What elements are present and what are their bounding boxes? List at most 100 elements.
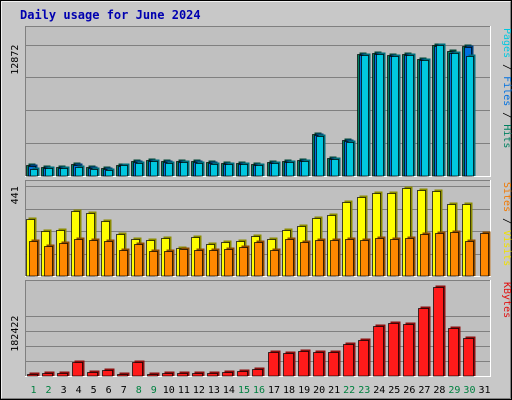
bar-group-day-3: [57, 371, 70, 377]
bar-pages: [391, 54, 401, 177]
x-tick-label: 26: [403, 385, 415, 396]
bar-face: [448, 328, 459, 377]
bar-face: [162, 373, 173, 377]
bar-pages: [451, 51, 461, 177]
bar-group-day-9: [146, 158, 160, 177]
bar-face: [463, 338, 474, 377]
bar-face: [283, 353, 294, 377]
bar-face: [132, 362, 143, 377]
bar-kbytes: [268, 350, 281, 377]
legend-entry-4: Hits: [501, 124, 512, 148]
bar-group-day-16: [251, 234, 265, 277]
bar-kbytes: [313, 350, 326, 377]
bar-group-day-12: [191, 235, 205, 277]
bar-face: [301, 161, 309, 177]
bar-group-day-27: [418, 306, 431, 377]
bar-face: [164, 251, 173, 277]
bar-kbytes: [388, 321, 401, 377]
bar-pages: [45, 166, 55, 177]
panel-kbytes: 182422 KBytes: [10, 280, 512, 377]
bar-face: [29, 241, 38, 277]
x-tick-label: 29: [448, 385, 460, 396]
bar-group-day-23: [358, 338, 371, 377]
bar-sites: [435, 231, 446, 277]
bar-kbytes: [283, 351, 296, 377]
bar-face: [105, 170, 113, 177]
bar-group-day-29: [447, 49, 461, 177]
bar-group-day-14: [222, 370, 235, 377]
panel-visits-sites: 441 Sites / Visits: [10, 180, 512, 277]
x-tick-label: 11: [178, 385, 190, 396]
bar-sites: [300, 240, 311, 277]
bar-sites: [405, 236, 416, 277]
bar-group-day-1: [26, 163, 40, 177]
bar-face: [59, 243, 68, 277]
bar-face: [60, 168, 68, 177]
bar-group-day-13: [206, 242, 220, 277]
bar-face: [388, 323, 399, 377]
bar-group-day-25: [387, 191, 401, 277]
bar-pages: [406, 53, 416, 177]
legend-entry-3: /: [501, 106, 512, 124]
x-tick-label: 6: [106, 385, 112, 396]
scale-label: 12872: [10, 45, 21, 75]
bar-pages: [346, 140, 356, 177]
bar-group-day-17: [267, 160, 281, 177]
bar-group-day-20: [312, 132, 326, 177]
bar-pages: [255, 163, 265, 177]
bar-group-day-12: [191, 159, 205, 177]
bar-sites: [209, 248, 220, 277]
bar-group-day-21: [328, 350, 341, 377]
bar-kbytes: [433, 285, 446, 377]
bar-group-day-13: [207, 371, 220, 377]
bar-group-day-13: [206, 160, 220, 177]
bar-group-day-28: [432, 189, 446, 277]
bar-kbytes: [72, 360, 85, 377]
bar-sites: [345, 237, 356, 277]
bar-pages: [210, 162, 220, 177]
bar-face: [390, 239, 399, 277]
bar-sites: [134, 242, 145, 277]
bar-face: [254, 242, 263, 277]
x-tick-label: 24: [373, 385, 385, 396]
bar-group-day-27: [417, 57, 431, 177]
bar-group-day-10: [162, 371, 175, 377]
bar-group-day-30: [462, 44, 476, 177]
bar-sites: [390, 237, 401, 277]
bar-group-day-18: [282, 228, 296, 277]
x-tick-label: 21: [328, 385, 340, 396]
bar-group-day-20: [313, 350, 326, 377]
bar-face: [237, 371, 248, 377]
bar-group-day-10: [161, 159, 175, 177]
bar-group-day-29: [448, 326, 461, 377]
bar-group-day-14: [221, 161, 235, 177]
bar-face: [316, 136, 324, 177]
bar-kbytes: [448, 326, 461, 377]
bar-group-day-21: [327, 156, 341, 177]
bar-group-day-28: [433, 285, 446, 377]
x-tick-label: 8: [136, 385, 142, 396]
bar-group-day-9: [146, 238, 160, 277]
bar-group-day-26: [402, 52, 416, 177]
bar-face: [72, 362, 83, 377]
bar-pages: [361, 53, 371, 177]
bar-group-day-23: [357, 52, 371, 177]
bar-kbytes: [463, 336, 476, 377]
x-tick-label: 2: [46, 385, 52, 396]
bar-face: [466, 56, 474, 177]
bar-face: [89, 240, 98, 277]
bar-face: [90, 169, 98, 177]
bar-group-day-21: [327, 213, 341, 277]
bar-sites: [119, 248, 130, 277]
bar-face: [135, 163, 143, 177]
bar-group-day-5: [86, 165, 100, 177]
bar-pages: [331, 157, 341, 177]
bar-kbytes: [117, 372, 130, 377]
bar-group-day-25: [388, 321, 401, 377]
x-tick-label: 3: [61, 385, 67, 396]
bar-group-day-2: [42, 371, 55, 377]
bar-face: [465, 241, 474, 277]
bar-sites: [194, 248, 205, 277]
bar-face: [346, 142, 354, 177]
bar-group-day-15: [237, 369, 250, 377]
